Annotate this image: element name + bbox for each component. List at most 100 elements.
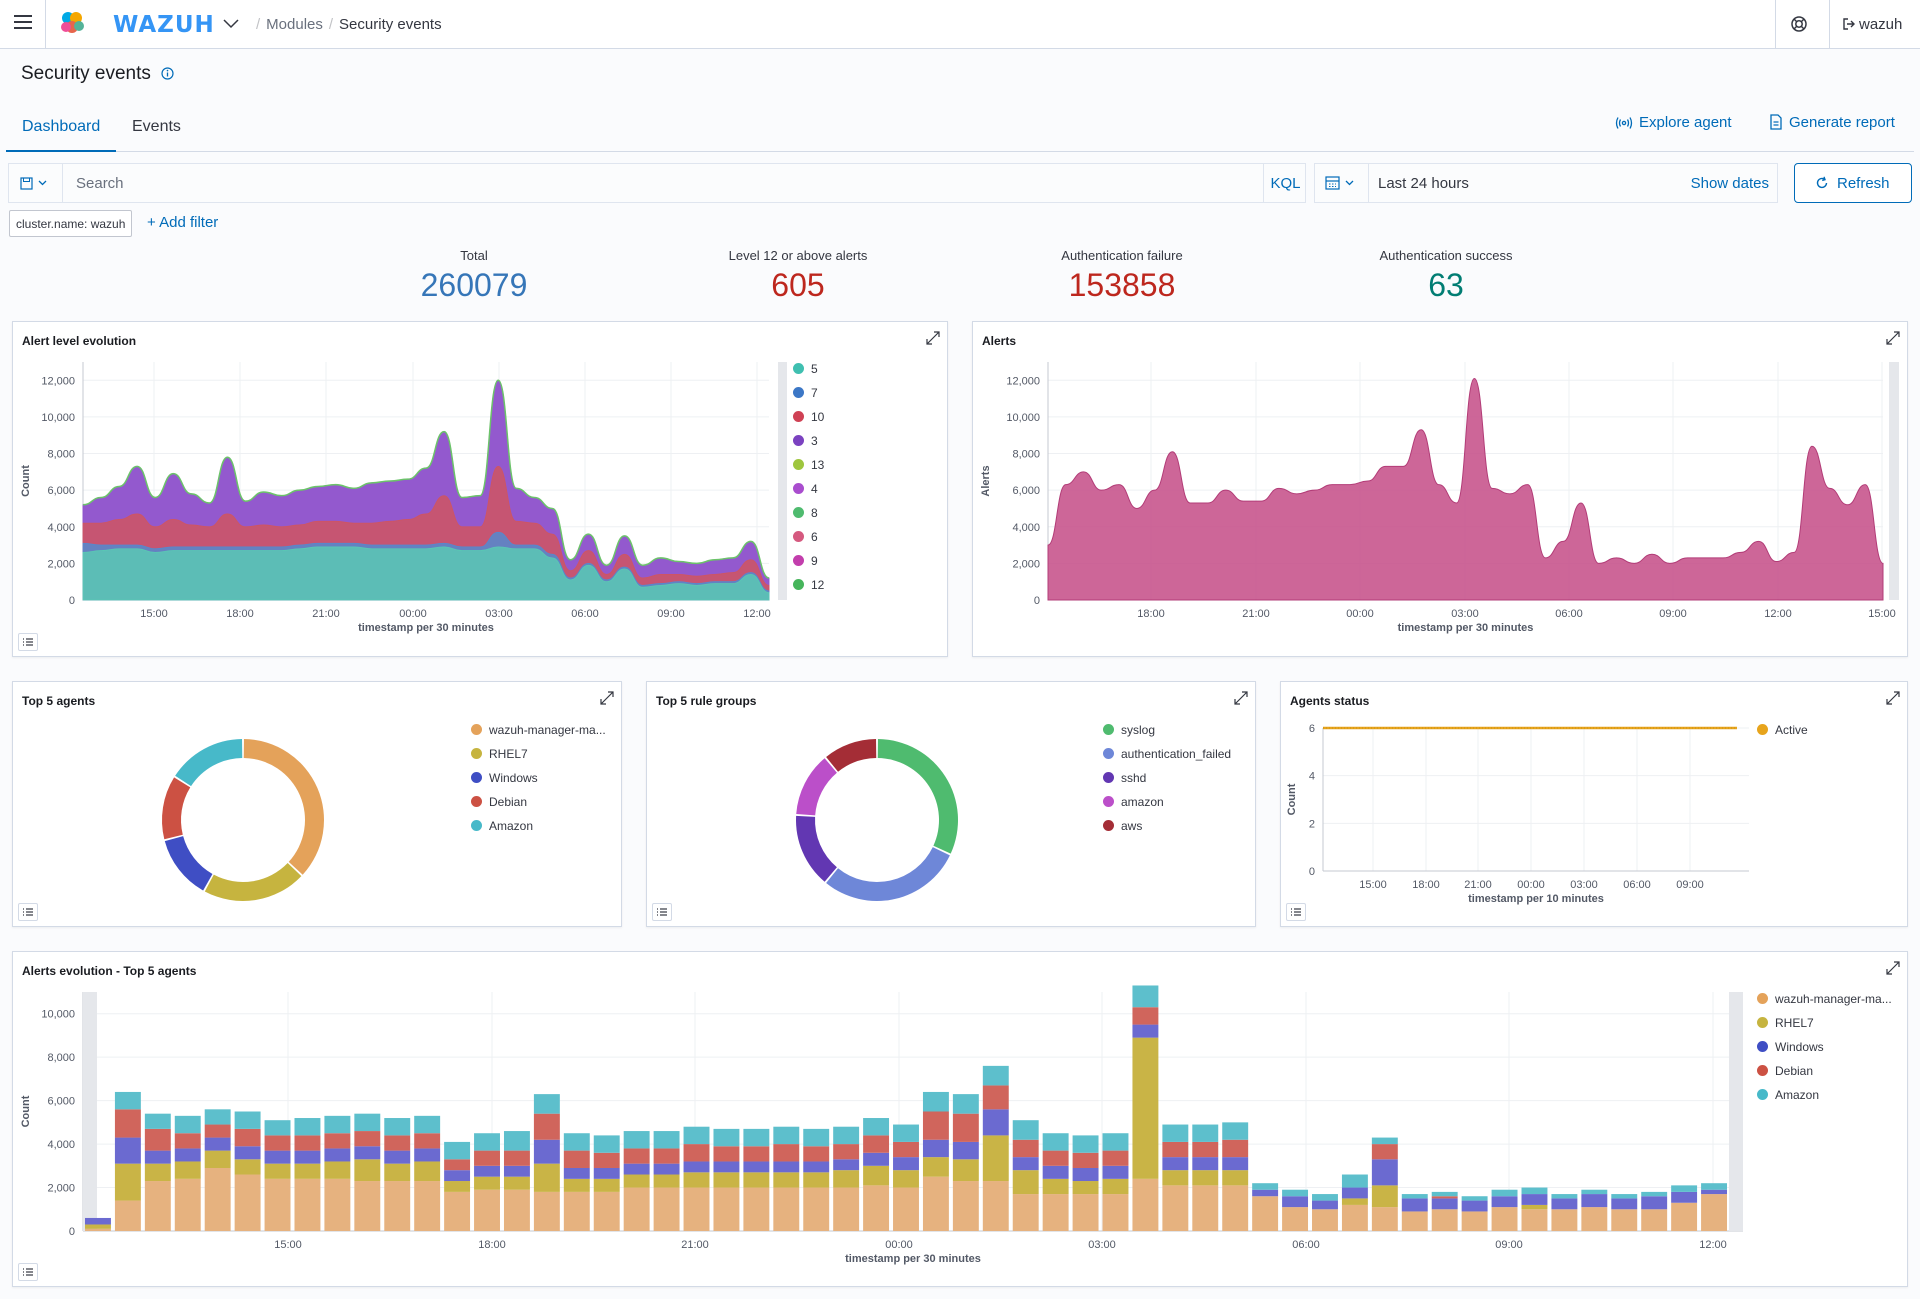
legend-toggle-icon[interactable]	[652, 903, 672, 921]
legend-toggle-icon[interactable]	[18, 633, 38, 651]
bar-segment	[893, 1187, 919, 1231]
bar-segment	[414, 1115, 441, 1134]
legend-toggle-icon[interactable]	[1286, 903, 1306, 921]
legend-item[interactable]: 6	[793, 530, 824, 554]
legend-item[interactable]: Debian	[471, 795, 606, 819]
expand-icon[interactable]	[1233, 690, 1249, 706]
expand-icon[interactable]	[599, 690, 615, 706]
legend-item[interactable]: 8	[793, 506, 824, 530]
refresh-button[interactable]: Refresh	[1794, 163, 1912, 203]
kql-toggle[interactable]: KQL	[1263, 164, 1307, 202]
legend-item[interactable]: authentication_failed	[1103, 747, 1231, 771]
menu-icon[interactable]	[14, 15, 32, 31]
bar-segment	[893, 1170, 919, 1188]
explore-agent-button[interactable]: Explore agent	[1615, 114, 1732, 131]
bar-segment	[294, 1178, 321, 1231]
legend-item[interactable]: Active	[1757, 723, 1808, 747]
alerts-chart[interactable]: 0 2,000 4,000 6,000 8,000 10,000 12,000 18:00 21…	[973, 322, 1909, 658]
logo-icon[interactable]	[59, 10, 85, 36]
bar-segment	[354, 1131, 381, 1147]
user-menu[interactable]: wazuh	[1843, 16, 1902, 33]
legend-item[interactable]: 9	[793, 554, 824, 578]
bar-segment	[893, 1141, 919, 1158]
expand-icon[interactable]	[925, 330, 941, 346]
bar-segment	[204, 1150, 231, 1168]
top-rule-groups-donut[interactable]	[647, 682, 1257, 928]
search-input[interactable]: Search	[76, 175, 124, 192]
expand-icon[interactable]	[1885, 690, 1901, 706]
alerts-evolution-chart[interactable]: 0 2,000 4,000 6,000 8,000 10,000 15:00 18:00 21:…	[13, 952, 1909, 1288]
y-axis-title: Alerts	[980, 465, 992, 496]
bar-segment	[1371, 1137, 1398, 1145]
metric-value: 260079	[420, 267, 528, 303]
legend-item[interactable]: amazon	[1103, 795, 1231, 819]
legend-item[interactable]: wazuh-manager-ma...	[471, 723, 606, 747]
bar-segment	[474, 1189, 500, 1231]
bar-segment	[1371, 1207, 1398, 1231]
legend-item[interactable]: 4	[793, 482, 824, 506]
legend-item[interactable]: RHEL7	[471, 747, 606, 771]
bar-segment	[1431, 1209, 1458, 1231]
legend-label: Amazon	[1775, 1088, 1820, 1102]
y-tick-label: 10,000	[41, 412, 75, 424]
legend-item[interactable]: aws	[1103, 819, 1231, 843]
alert-level-chart[interactable]: 0 2,000 4,000 6,000 8,000 10,000 12,000 15:00 18…	[13, 322, 949, 658]
agents-status-chart[interactable]: 0 2 4 6 15:00 18:00 21:00 00:00 03:00 06:00 09:00 t…	[1281, 682, 1909, 928]
legend-item[interactable]: 7	[793, 386, 824, 410]
legend-item[interactable]: 3	[793, 434, 824, 458]
legend-item[interactable]: Windows	[471, 771, 606, 795]
show-dates-button[interactable]: Show dates	[1690, 175, 1769, 192]
expand-icon[interactable]	[1885, 960, 1901, 976]
panel-title: Alerts evolution - Top 5 agents	[22, 964, 197, 978]
quick-menu-button[interactable]	[1315, 164, 1369, 202]
bar-segment	[1341, 1198, 1368, 1205]
brand-logo[interactable]: WAZUH	[113, 12, 215, 38]
legend-dot	[471, 820, 482, 831]
bar-segment	[533, 1094, 560, 1114]
expand-icon[interactable]	[1885, 330, 1901, 346]
bar-segment	[863, 1152, 890, 1166]
bar-segment	[952, 1113, 979, 1142]
legend-dot	[471, 748, 482, 759]
x-tick-label: 12:00	[743, 608, 771, 620]
time-range[interactable]: Last 24 hours	[1378, 175, 1469, 192]
bar-segment	[683, 1187, 710, 1231]
legend-item[interactable]: sshd	[1103, 771, 1231, 795]
tab-dashboard[interactable]: Dashboard	[6, 110, 116, 152]
legend-label: wazuh-manager-ma...	[489, 723, 606, 737]
bar-segment	[354, 1181, 381, 1231]
bar-segment	[563, 1167, 590, 1179]
legend-toggle-icon[interactable]	[18, 1263, 38, 1281]
generate-report-button[interactable]: Generate report	[1769, 114, 1895, 131]
chevron-down-icon[interactable]	[222, 16, 240, 30]
legend-item[interactable]: Debian	[1757, 1064, 1892, 1088]
breadcrumb-modules[interactable]: Modules	[266, 16, 323, 33]
add-filter-button[interactable]: + Add filter	[147, 214, 219, 231]
legend-item[interactable]: Amazon	[471, 819, 606, 843]
legend-toggle-icon[interactable]	[18, 903, 38, 921]
metric-auth-failure: Authentication failure 153858	[992, 248, 1252, 304]
legend-item[interactable]: Windows	[1757, 1040, 1892, 1064]
legend-item[interactable]: RHEL7	[1757, 1016, 1892, 1040]
tab-events[interactable]: Events	[132, 118, 181, 135]
legend-item[interactable]: Amazon	[1757, 1088, 1892, 1112]
calendar-icon	[1325, 176, 1354, 190]
top-agents-donut[interactable]	[13, 682, 623, 928]
x-axis-title: timestamp per 30 minutes	[845, 1253, 981, 1265]
legend-item[interactable]: 10	[793, 410, 824, 434]
legend-item[interactable]: 5	[793, 362, 824, 386]
info-icon[interactable]	[160, 66, 175, 81]
help-icon[interactable]	[1789, 14, 1809, 34]
legend-item[interactable]: 12	[793, 578, 824, 602]
filter-pill[interactable]: cluster.name: wazuh	[9, 210, 133, 237]
bar-segment	[174, 1133, 201, 1149]
bar-segment	[384, 1181, 411, 1231]
saved-query-button[interactable]	[9, 164, 63, 202]
legend-item[interactable]: syslog	[1103, 723, 1231, 747]
legend-item[interactable]: 13	[793, 458, 824, 482]
bar-segment	[713, 1161, 740, 1173]
y-tick-label: 4,000	[47, 1139, 75, 1151]
bar-segment	[1371, 1185, 1398, 1208]
legend-item[interactable]: wazuh-manager-ma...	[1757, 992, 1892, 1016]
bar-segment	[414, 1181, 441, 1231]
